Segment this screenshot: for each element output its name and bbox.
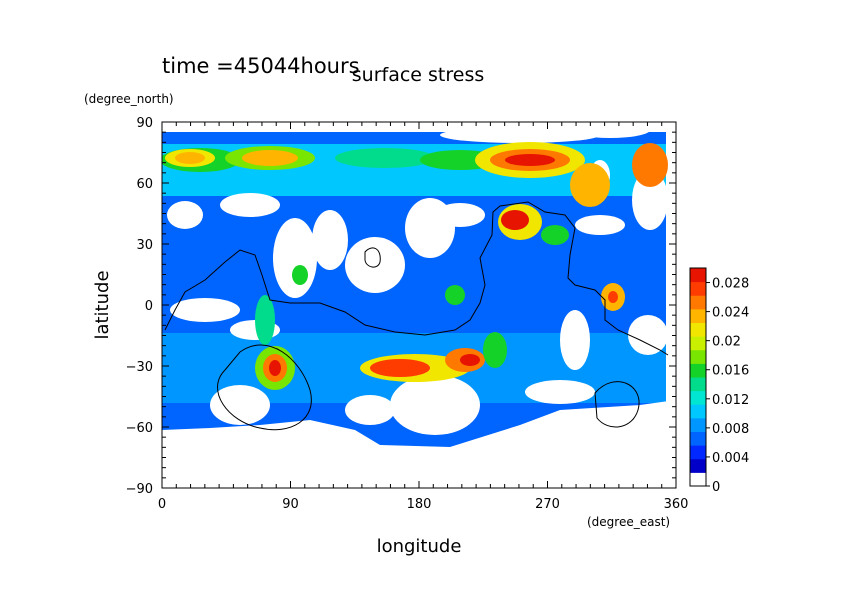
colorbar-tick-label: 0.012: [712, 393, 749, 408]
colorbar-tick-label: 0.028: [712, 277, 749, 292]
colorbar-segment: [690, 417, 706, 432]
colorbar-tick-label: 0.024: [712, 306, 749, 321]
y-tick-label: −60: [126, 421, 153, 436]
southern-continent-outline: [217, 344, 312, 431]
colorbar-tick-label: 0: [712, 480, 720, 495]
colorbar-segment: [690, 349, 706, 364]
x-tick-label: 0: [158, 497, 166, 512]
y-tick-label: 60: [136, 177, 153, 192]
x-axis-title: longitude: [377, 536, 462, 557]
colorbar-segment: [690, 458, 706, 473]
colorbar-tick-label: 0.02: [712, 335, 741, 350]
colorbar-tick-label: 0.004: [712, 451, 749, 466]
colorbar-segment: [690, 295, 706, 310]
x-units-label: (degree_east): [587, 515, 670, 529]
stress-maxima: [162, 142, 668, 390]
stress-field: [162, 122, 676, 488]
colorbar-tick-label: 0.016: [712, 364, 749, 379]
colorbar-segment: [690, 445, 706, 460]
chart-title: surface stress: [352, 64, 485, 86]
equatorial-coastline: [164, 201, 669, 356]
colorbar-segment: [690, 281, 706, 296]
y-tick-label: −30: [126, 360, 153, 375]
colorbar-frame: [689, 267, 707, 487]
colorbar-segment: [690, 472, 706, 487]
small-island-outline: [364, 247, 381, 268]
y-units-label: (degree_north): [84, 92, 174, 106]
coastlines: [164, 201, 669, 431]
south-pole-blank: [162, 400, 676, 488]
colorbar-segment: [690, 336, 706, 351]
y-axis-title: latitude: [92, 270, 113, 339]
y-tick-label: 30: [136, 238, 153, 253]
y-tick-label: 90: [136, 116, 153, 131]
colorbar-segment: [690, 363, 706, 378]
southeast-island-outline: [594, 381, 640, 428]
x-tick-label: 90: [282, 497, 299, 512]
x-tick-label: 360: [664, 497, 689, 512]
colorbar-segment: [690, 390, 706, 405]
y-tick-label: −90: [126, 482, 153, 497]
colorbar-segment: [690, 404, 706, 419]
y-tick-label: 0: [145, 299, 153, 314]
colorbar-segment: [690, 431, 706, 446]
colorbar-segment: [690, 322, 706, 337]
x-tick-label: 270: [535, 497, 560, 512]
colorbar-segment: [690, 308, 706, 323]
colorbar-segment: [690, 268, 706, 283]
colorbar-segment: [690, 377, 706, 392]
x-tick-label: 180: [407, 497, 432, 512]
time-label: time =45044hours: [162, 54, 360, 78]
colorbar-tick-label: 0.008: [712, 422, 749, 437]
